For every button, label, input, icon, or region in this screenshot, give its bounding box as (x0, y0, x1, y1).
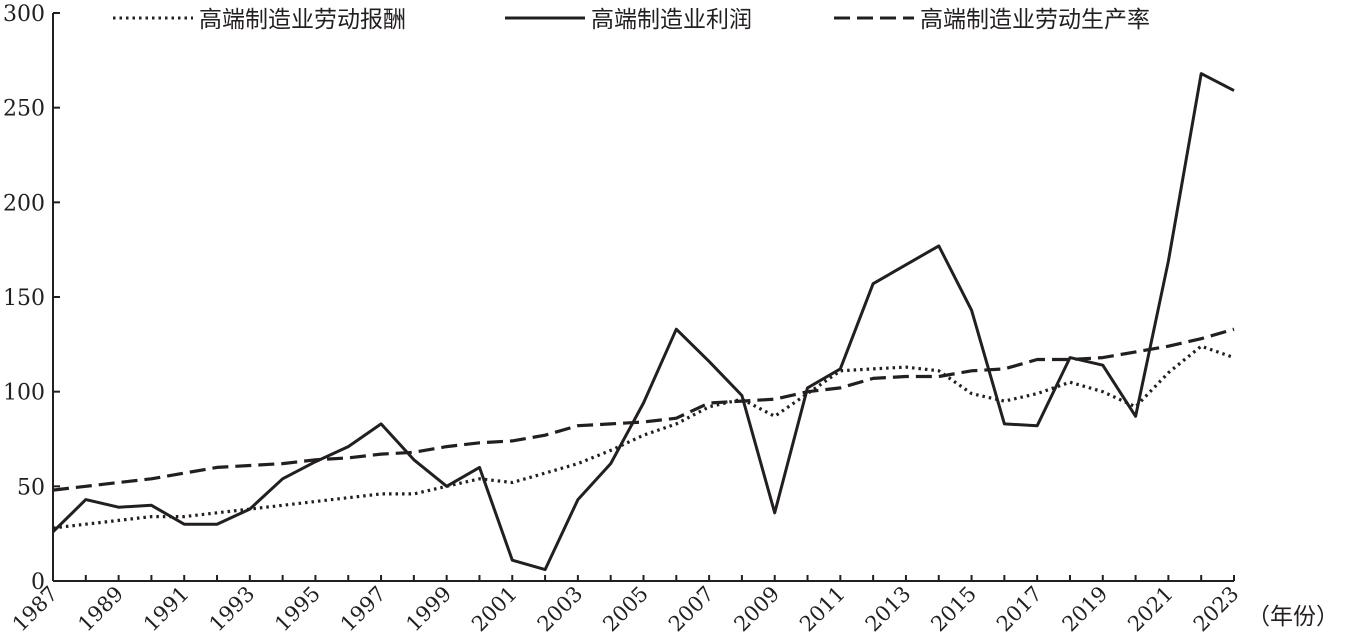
x-tick-label: 2021 (1123, 582, 1178, 637)
x-axis-unit-label: （年份） (1247, 604, 1339, 630)
legend-label-2: 高端制造业劳动生产率 (920, 7, 1150, 33)
axes-layer (52, 13, 1234, 582)
x-tick-label: 2001 (467, 582, 522, 637)
series-line-0 (52, 344, 1235, 530)
x-tick-label: 1991 (139, 582, 194, 637)
x-tick-label: 1997 (336, 582, 391, 637)
x-tick-label: 2007 (664, 582, 719, 637)
y-tick-label: 50 (17, 475, 45, 500)
series-layer (51, 72, 1235, 572)
y-tick-label: 100 (3, 381, 45, 406)
x-tick-label: 2017 (992, 582, 1047, 637)
x-tick-label: 2015 (926, 582, 981, 637)
legend-label-1: 高端制造业利润 (591, 7, 752, 33)
x-tick-label: 1989 (73, 582, 128, 637)
x-tick-label: 1999 (401, 582, 456, 637)
x-tick-label: 2005 (598, 582, 653, 637)
y-tick-label: 0 (31, 570, 45, 595)
y-tick-layer: 0 50 100 150 200 250 300 (3, 2, 60, 595)
x-tick-label: 2013 (861, 582, 916, 637)
y-tick-label: 250 (3, 97, 45, 122)
y-tick-label: 300 (3, 2, 45, 27)
legend: 高端制造业劳动报酬 高端制造业利润 高端制造业劳动生产率 (113, 7, 1150, 33)
x-tick-label: 2023 (1189, 582, 1244, 637)
series-line-1 (51, 72, 1235, 572)
legend-label-0: 高端制造业劳动报酬 (199, 7, 406, 33)
x-tick-label: 2011 (795, 582, 850, 637)
x-tick-label: 2009 (729, 582, 784, 637)
x-tick-label: 1993 (205, 582, 260, 637)
series-line-2 (52, 327, 1235, 492)
x-tick-label: 2003 (533, 582, 588, 637)
x-tick-label: 2019 (1058, 582, 1113, 637)
x-tick-layer: 1987 1989 1991 1993 1995 1997 1999 2001 2003 2005… (8, 575, 1244, 636)
y-tick-label: 150 (3, 286, 45, 311)
x-tick-label: 1995 (270, 582, 325, 637)
y-tick-label: 200 (3, 191, 45, 216)
